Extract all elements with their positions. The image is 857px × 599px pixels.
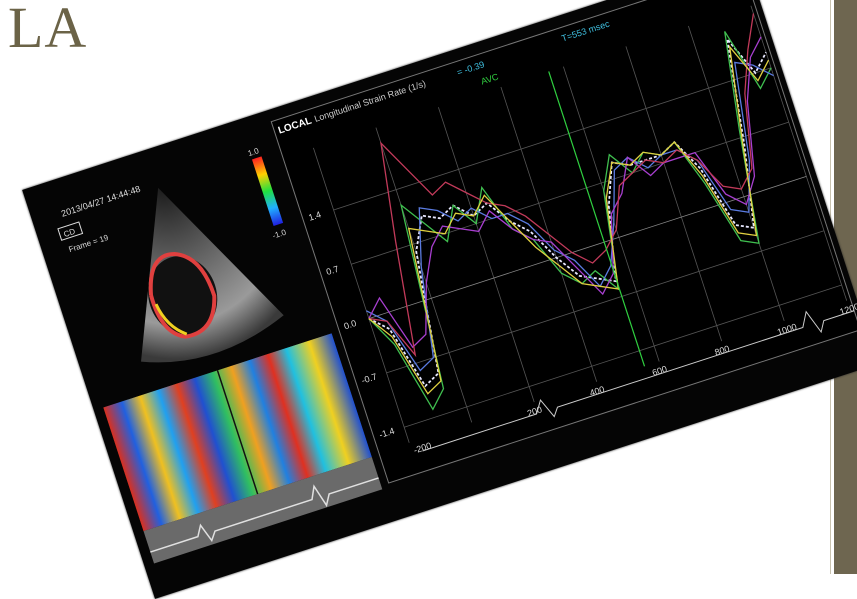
series-lines bbox=[366, 13, 774, 411]
cardiac-chamber bbox=[148, 256, 218, 335]
grid-line-v bbox=[375, 127, 473, 423]
scale-bottom: -1.0 bbox=[271, 228, 287, 241]
y-axis-ticks: 1.4 0.7 0.0 -0.7 -1.4 bbox=[307, 209, 396, 440]
x-tick-label: 800 bbox=[713, 343, 730, 357]
series-line-5 bbox=[368, 13, 755, 358]
grid-line-h bbox=[386, 230, 825, 374]
series-line-4 bbox=[368, 36, 762, 349]
echocardiography-image: 2013/04/27 14:44:48 CD Frame = 19 1.0 -1… bbox=[22, 0, 857, 599]
grid-line-v bbox=[625, 46, 723, 342]
x-tick-label: 600 bbox=[651, 364, 668, 378]
grid-line-h bbox=[351, 121, 789, 265]
graph-ecg-trace bbox=[422, 310, 855, 452]
scale-top: 1.0 bbox=[247, 146, 261, 158]
x-tick-label: 400 bbox=[588, 384, 605, 398]
grid-line-h bbox=[404, 284, 842, 428]
avc-marker-line bbox=[548, 71, 646, 367]
y-tick-label: 0.7 bbox=[325, 264, 340, 277]
grid-line-v bbox=[313, 147, 410, 443]
strain-rate-graph: LOCAL Longitudinal Strain Rate (1/s) = -… bbox=[270, 0, 857, 484]
series-line-2 bbox=[368, 31, 772, 411]
x-tick-label: 200 bbox=[526, 404, 543, 418]
grid-line-v bbox=[688, 25, 785, 321]
ecg-strip bbox=[143, 456, 383, 564]
echo-view: 2013/04/27 14:44:48 CD Frame = 19 1.0 -1… bbox=[57, 146, 288, 363]
mode-badge: CD bbox=[63, 227, 77, 239]
x-tick-label: 1200 bbox=[838, 301, 857, 317]
color-scale-bar bbox=[251, 156, 284, 227]
grid-line-v bbox=[438, 107, 535, 403]
grid-line-v bbox=[750, 5, 848, 301]
y-tick-label: -0.7 bbox=[360, 371, 378, 385]
mode-badge-box bbox=[57, 221, 84, 241]
y-tick-label: 1.4 bbox=[307, 209, 322, 222]
echo-svg: 2013/04/27 14:44:48 CD Frame = 19 1.0 -1… bbox=[57, 0, 857, 564]
slide-title: LA bbox=[8, 0, 88, 60]
color-mmode bbox=[103, 333, 383, 564]
y-tick-label: 0.0 bbox=[343, 318, 358, 331]
y-tick-label: -1.4 bbox=[378, 426, 396, 440]
grid-line-h bbox=[333, 67, 772, 211]
grid-line-h bbox=[368, 176, 807, 319]
graph-frame bbox=[270, 0, 857, 484]
series-line-6 bbox=[368, 44, 770, 395]
echo-date: 2013/04/27 14:44:48 bbox=[60, 184, 142, 219]
strain-overlay bbox=[148, 252, 217, 339]
